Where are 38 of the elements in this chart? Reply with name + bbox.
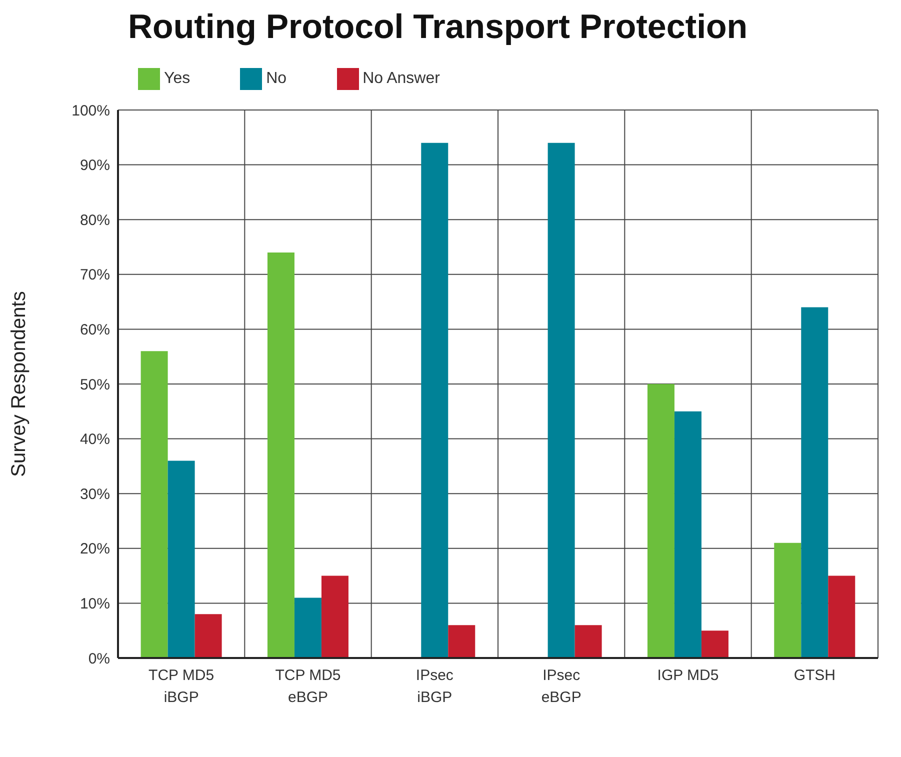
- bar: [828, 576, 856, 658]
- bar: [774, 542, 802, 658]
- bar: [674, 411, 702, 658]
- y-axis-title: Survey Respondents: [8, 291, 30, 477]
- y-tick-label: 30%: [80, 486, 110, 503]
- y-tick-label: 0%: [88, 650, 110, 668]
- x-tick-label: TCP MD5 eBGP: [275, 667, 341, 706]
- y-tick-label: 40%: [80, 431, 110, 448]
- x-tick-label: IPsec iBGP: [416, 667, 454, 706]
- bar: [448, 625, 476, 658]
- bar: [421, 142, 448, 658]
- bar: [194, 614, 222, 658]
- legend-label: No: [266, 70, 287, 88]
- legend-label: Yes: [164, 70, 190, 88]
- y-tick-label: 60%: [80, 322, 110, 339]
- bar: [140, 351, 168, 658]
- chart-title: Routing Protocol Transport Protection: [128, 8, 749, 48]
- x-tick-label: IGP MD5: [657, 667, 719, 684]
- x-tick-label: GTSH: [794, 667, 836, 684]
- bar: [574, 625, 602, 658]
- y-tick-label: 80%: [80, 212, 110, 229]
- bar: [548, 142, 575, 658]
- bar: [321, 576, 348, 658]
- x-tick-label: IPsec eBGP: [541, 667, 582, 706]
- bar: [294, 598, 322, 658]
- y-tick-label: 90%: [80, 157, 110, 174]
- legend-label: No Answer: [362, 70, 440, 88]
- y-tick-label: 10%: [80, 596, 110, 613]
- bar: [647, 384, 674, 658]
- bar: [168, 460, 195, 658]
- bar: [267, 252, 294, 658]
- bar: [801, 307, 828, 658]
- y-tick-label: 100%: [72, 102, 110, 120]
- y-tick-label: 50%: [80, 376, 110, 394]
- bar: [701, 630, 728, 658]
- y-tick-label: 20%: [80, 540, 110, 558]
- y-tick-label: 70%: [80, 266, 110, 284]
- x-tick-label: TCP MD5 iBGP: [148, 667, 214, 706]
